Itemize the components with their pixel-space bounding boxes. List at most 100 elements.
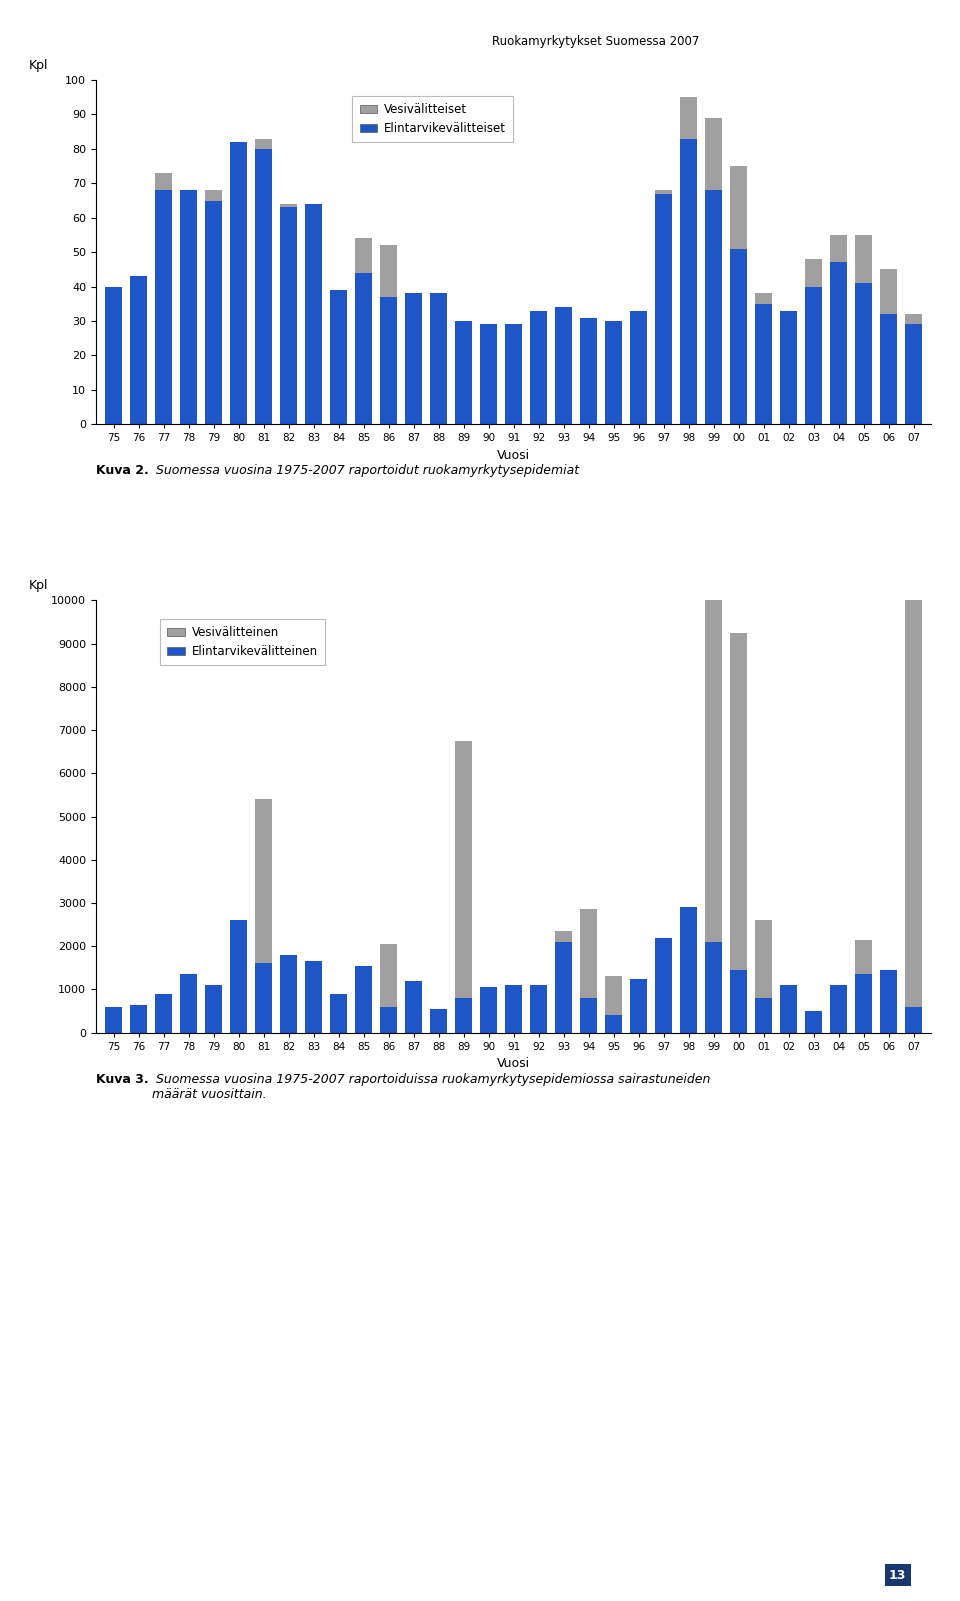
Bar xyxy=(155,173,172,191)
Bar xyxy=(555,932,572,941)
Bar xyxy=(580,909,597,997)
Bar xyxy=(330,994,348,1033)
Bar xyxy=(730,632,748,970)
Bar xyxy=(655,938,672,1033)
Bar xyxy=(430,1009,447,1033)
Bar xyxy=(830,263,848,424)
Bar xyxy=(804,287,823,424)
Bar xyxy=(804,1012,823,1033)
Bar xyxy=(630,978,647,1033)
Bar xyxy=(804,259,823,287)
Bar xyxy=(830,985,848,1033)
Bar xyxy=(580,997,597,1033)
Bar xyxy=(680,139,697,424)
Bar xyxy=(355,239,372,272)
Bar xyxy=(555,307,572,424)
Bar xyxy=(130,1004,147,1033)
Bar xyxy=(730,167,748,248)
Bar xyxy=(655,194,672,424)
Bar xyxy=(705,941,722,1033)
Bar xyxy=(229,921,248,1033)
Bar xyxy=(480,325,497,424)
Text: Suomessa vuosina 1975-2007 raportoiduissa ruokamyrkytysepidemiossa sairastuneide: Suomessa vuosina 1975-2007 raportoiduiss… xyxy=(152,1073,710,1100)
Bar xyxy=(355,272,372,424)
Bar xyxy=(855,235,873,283)
Bar xyxy=(105,1007,122,1033)
Bar xyxy=(405,981,422,1033)
Bar xyxy=(755,304,773,424)
Bar xyxy=(530,985,547,1033)
Bar xyxy=(505,985,522,1033)
Bar xyxy=(380,945,397,1007)
Bar xyxy=(254,139,273,149)
Bar xyxy=(254,964,273,1033)
Bar xyxy=(279,954,298,1033)
Bar xyxy=(855,975,873,1033)
Bar xyxy=(830,235,848,263)
Bar xyxy=(229,142,248,424)
Bar xyxy=(905,325,923,424)
Legend: Vesivälitteiset, Elintarvikevälitteiset: Vesivälitteiset, Elintarvikevälitteiset xyxy=(352,96,514,142)
Bar xyxy=(755,921,773,997)
Bar xyxy=(380,296,397,424)
Bar xyxy=(880,269,898,314)
Bar xyxy=(130,277,147,424)
Bar xyxy=(905,314,923,325)
Bar xyxy=(780,985,798,1033)
Bar xyxy=(455,320,472,424)
Bar xyxy=(380,245,397,296)
Bar xyxy=(605,1015,622,1033)
Bar xyxy=(180,191,197,424)
Text: Kpl: Kpl xyxy=(29,59,48,72)
Bar xyxy=(355,965,372,1033)
Bar xyxy=(155,191,172,424)
Bar xyxy=(705,118,722,191)
Bar xyxy=(605,977,622,1015)
Bar xyxy=(705,528,722,941)
Bar xyxy=(605,320,622,424)
Bar xyxy=(730,248,748,424)
Bar xyxy=(105,287,122,424)
Bar xyxy=(405,293,422,424)
Bar xyxy=(380,1007,397,1033)
Bar xyxy=(204,200,223,424)
Bar xyxy=(180,975,197,1033)
Bar xyxy=(905,1007,923,1033)
Bar xyxy=(455,741,472,997)
Bar xyxy=(204,191,223,200)
Bar xyxy=(730,970,748,1033)
Bar xyxy=(880,314,898,424)
Bar xyxy=(204,985,223,1033)
Bar xyxy=(880,970,898,1033)
Bar xyxy=(279,203,298,208)
Bar xyxy=(155,994,172,1033)
Bar xyxy=(455,997,472,1033)
Bar xyxy=(304,203,323,424)
Text: Kuva 2.: Kuva 2. xyxy=(96,464,149,477)
Text: Kpl: Kpl xyxy=(29,580,48,592)
Bar xyxy=(254,799,273,964)
Bar xyxy=(680,908,697,1033)
Bar xyxy=(655,191,672,194)
Bar xyxy=(755,293,773,304)
Bar xyxy=(780,311,798,424)
Bar xyxy=(855,940,873,975)
X-axis label: Vuosi: Vuosi xyxy=(497,448,530,461)
Bar xyxy=(855,283,873,424)
Bar xyxy=(304,961,323,1033)
Legend: Vesivälitteinen, Elintarvikevälitteinen: Vesivälitteinen, Elintarvikevälitteinen xyxy=(160,620,325,666)
Bar xyxy=(680,98,697,139)
Bar xyxy=(505,325,522,424)
X-axis label: Vuosi: Vuosi xyxy=(497,1057,530,1069)
Bar xyxy=(330,290,348,424)
Bar xyxy=(905,588,923,1007)
Bar xyxy=(430,293,447,424)
Bar xyxy=(755,997,773,1033)
Bar xyxy=(279,208,298,424)
Bar xyxy=(480,988,497,1033)
Bar xyxy=(580,317,597,424)
Bar xyxy=(555,941,572,1033)
Bar xyxy=(530,311,547,424)
Text: Kuva 3.: Kuva 3. xyxy=(96,1073,149,1085)
Bar xyxy=(705,191,722,424)
